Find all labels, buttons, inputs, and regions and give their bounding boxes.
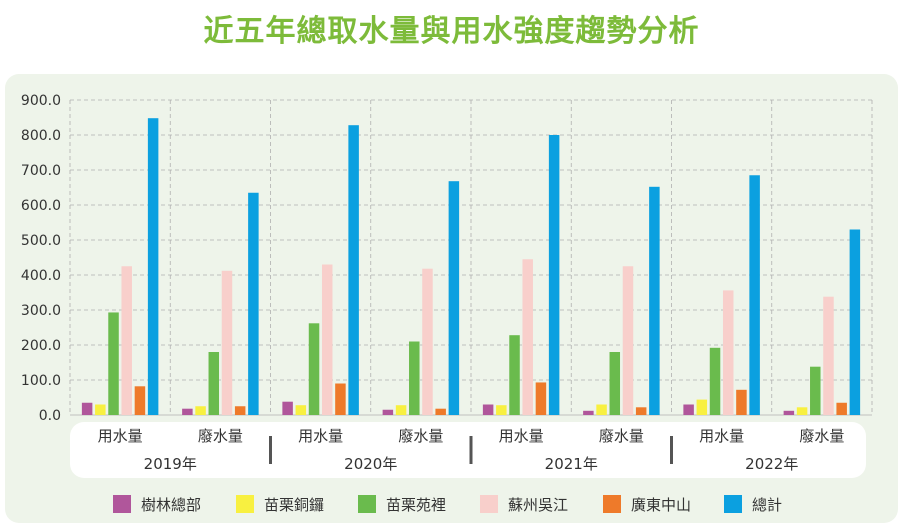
- bar: [121, 266, 132, 415]
- x-year-label: 2021年: [545, 455, 598, 473]
- bar: [749, 175, 760, 415]
- bar: [548, 135, 560, 415]
- x-year-label: 2022年: [745, 455, 798, 473]
- x-category-label: 用水量: [298, 427, 343, 445]
- legend-label: 苗栗銅鑼: [264, 496, 324, 514]
- bar: [422, 268, 433, 415]
- legend-swatch: [358, 495, 376, 513]
- legend-swatch: [113, 495, 131, 513]
- bar: [509, 335, 520, 415]
- bar: [221, 270, 233, 415]
- bar: [496, 405, 507, 415]
- bar: [583, 410, 594, 415]
- bar: [348, 125, 359, 415]
- bar: [382, 409, 394, 415]
- y-tick-label: 400.0: [21, 268, 61, 284]
- bar: [182, 408, 193, 415]
- y-tick-label: 900.0: [21, 93, 61, 109]
- legend-label: 蘇州吳江: [508, 496, 568, 514]
- bar: [208, 352, 220, 415]
- x-category-label: 用水量: [699, 427, 744, 445]
- bar: [81, 402, 93, 415]
- bar: [308, 323, 320, 415]
- y-tick-label: 300.0: [21, 303, 61, 319]
- y-tick-label: 500.0: [21, 233, 61, 249]
- bar: [696, 399, 708, 415]
- legend-label: 總計: [752, 496, 782, 514]
- x-category-label: 廢水量: [398, 427, 443, 445]
- y-tick-label: 600.0: [21, 198, 61, 214]
- bar: [783, 410, 795, 415]
- bar: [435, 408, 446, 415]
- bar: [810, 366, 821, 415]
- bar: [282, 401, 293, 415]
- bar: [335, 383, 346, 415]
- legend-swatch: [480, 495, 498, 513]
- bar: [609, 352, 621, 415]
- x-category-label: 用水量: [499, 427, 544, 445]
- bar: [722, 290, 734, 415]
- y-tick-label: 100.0: [21, 373, 61, 389]
- bar: [535, 382, 547, 415]
- x-category-label: 廢水量: [599, 427, 644, 445]
- bar: [234, 406, 246, 415]
- bar: [108, 312, 119, 415]
- bar: [448, 181, 460, 415]
- bar: [683, 404, 694, 415]
- y-tick-label: 200.0: [21, 338, 61, 354]
- bar: [823, 296, 834, 415]
- bar: [409, 341, 420, 415]
- x-category-label: 廢水量: [198, 427, 243, 445]
- x-category-label: 廢水量: [799, 427, 844, 445]
- y-tick-label: 700.0: [21, 163, 61, 179]
- y-tick-label: 800.0: [21, 128, 61, 144]
- bar: [248, 192, 259, 415]
- bar: [295, 405, 307, 415]
- x-year-label: 2020年: [344, 455, 397, 473]
- bar: [849, 229, 861, 415]
- bar: [736, 389, 747, 415]
- bar: [796, 407, 808, 415]
- x-category-label: 用水量: [98, 427, 143, 445]
- legend-swatch: [724, 495, 742, 513]
- legend-label: 苗栗苑裡: [386, 496, 446, 514]
- x-year-label: 2019年: [144, 455, 197, 473]
- bar: [134, 386, 146, 415]
- bar: [321, 264, 333, 415]
- bar: [649, 186, 660, 415]
- legend-label: 樹林總部: [141, 496, 201, 514]
- bar: [482, 404, 494, 415]
- legend-label: 廣東中山: [631, 496, 691, 514]
- bar: [836, 402, 847, 415]
- legend-swatch: [236, 495, 254, 513]
- bar: [635, 407, 647, 415]
- bar: [596, 404, 607, 415]
- bar: [95, 404, 106, 415]
- legend-swatch: [603, 495, 621, 513]
- bar: [395, 405, 407, 415]
- bar: [195, 406, 206, 415]
- bar: [522, 259, 533, 415]
- chart-title: 近五年總取水量與用水強度趨勢分析: [203, 14, 700, 49]
- y-tick-label: 0.0: [39, 408, 61, 424]
- bar: [147, 118, 159, 415]
- bar: [709, 347, 721, 415]
- bar: [622, 266, 634, 415]
